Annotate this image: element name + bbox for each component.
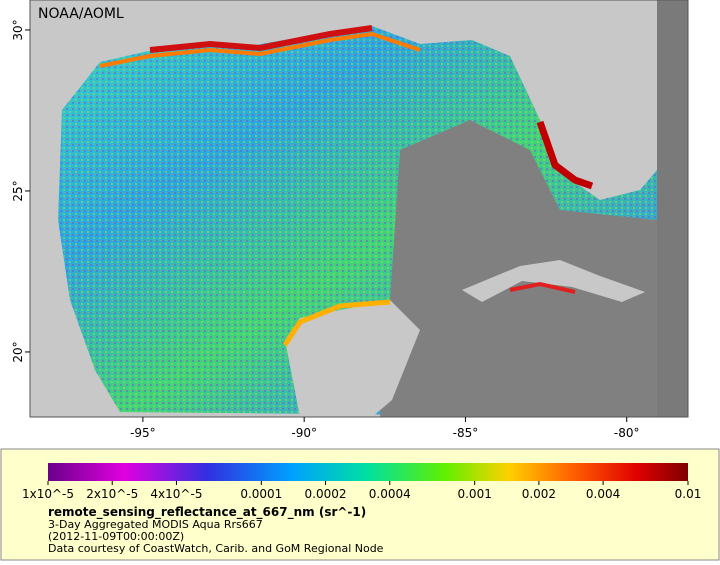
colorbar-tick-label: 2x10^-5: [86, 487, 138, 501]
watermark: NOAA/AOML: [38, 6, 124, 22]
colorbar-tick-label: 0.001: [457, 487, 491, 501]
colorbar-tick-label: 0.0002: [305, 487, 347, 501]
cuba: [462, 260, 645, 302]
colorbar-tick-label: 0.0001: [240, 487, 282, 501]
yucatan: [285, 300, 420, 417]
yucatan-coast: [282, 299, 391, 347]
legend-line: 3-Day Aggregated MODIS Aqua Rrs667: [48, 518, 263, 531]
x-tick-label: -80°: [614, 426, 640, 440]
colorbar-tick-label: 1x10^-5: [22, 487, 74, 501]
legend-title: remote_sensing_reflectance_at_667_nm (sr…: [48, 505, 366, 520]
colorbar-tick-label: 0.002: [522, 487, 556, 501]
x-tick-label: -90°: [291, 426, 317, 440]
coastal-high: [149, 25, 373, 53]
florida-coast: [536, 120, 594, 190]
colorbar-tick-label: 0.01: [675, 487, 702, 501]
colorbar-tick-label: 0.0004: [369, 487, 411, 501]
y-tick-label: 30°: [11, 19, 25, 40]
y-tick-label: 25°: [11, 180, 25, 201]
x-tick-label: -85°: [453, 426, 479, 440]
legend-line: Data courtesy of CoastWatch, Carib. and …: [48, 542, 384, 555]
colorbar-tick-label: 0.004: [586, 487, 620, 501]
cuba-coast: [509, 281, 576, 294]
map-frame: [29, 0, 689, 418]
map-area: [30, 0, 688, 417]
coastal-mid: [99, 31, 421, 68]
y-tick-label: 20°: [11, 341, 25, 362]
x-tick-label: -95°: [130, 426, 156, 440]
legend-line: (2012-11-09T00:00:00Z): [48, 530, 184, 543]
colorbar: [48, 463, 688, 481]
florida: [515, 0, 620, 182]
colorbar-tick-label: 4x10^-5: [150, 487, 202, 501]
no-data-edge: [657, 0, 688, 417]
